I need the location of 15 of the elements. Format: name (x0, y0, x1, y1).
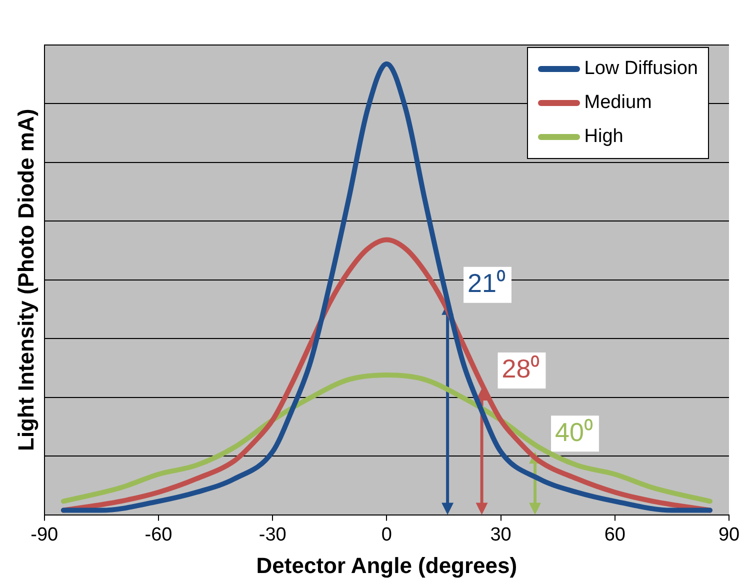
x-tick-label: -90 (30, 524, 58, 546)
x-tick-label: 90 (718, 524, 740, 546)
legend-label: Medium (584, 92, 652, 114)
annotation: 28⁰ (502, 354, 540, 384)
annotation: 40⁰ (555, 416, 593, 447)
y-axis-title: Light Intensity (Photo Diode mA) (13, 108, 38, 451)
legend-label: High (584, 126, 624, 148)
x-tick-label: 30 (490, 524, 512, 546)
legend-label: Low Diffusion (584, 58, 698, 80)
x-tick-label: 0 (381, 524, 392, 546)
x-tick-label: -60 (144, 524, 172, 546)
x-tick-label: 60 (604, 524, 626, 546)
x-tick-label: -30 (258, 524, 286, 546)
x-axis-title: Detector Angle (degrees) (256, 552, 518, 578)
annotation: 21⁰ (468, 268, 506, 298)
